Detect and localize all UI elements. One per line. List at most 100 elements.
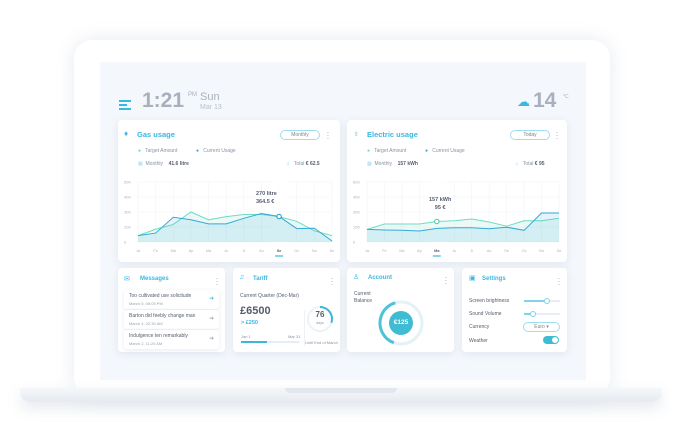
y-tick-label: 200	[124, 225, 131, 230]
currency-select[interactable]: Euro ▾	[523, 322, 560, 332]
dashboard-screen: 1:21 PM Sun Mar 13 ☁ 14 °C ♦ Gas usage M…	[100, 62, 586, 380]
clock-time: 1:21	[142, 89, 185, 112]
arrow-icon: ➔	[208, 336, 214, 342]
account-card: ♙ Account · · · Current Balance €125	[347, 268, 454, 352]
receipt-icon: ♫	[286, 161, 290, 167]
x-tick-label: Fe	[153, 249, 157, 253]
y-tick-label: 500	[124, 180, 131, 185]
account-title: Account	[368, 275, 392, 281]
legend-current: ● Current Usage	[425, 148, 465, 154]
y-tick-label: 300	[124, 210, 131, 215]
electric-tooltip: 157 kWh 95 €	[429, 197, 452, 211]
gas-tooltip: 270 litre 364.5 €	[256, 191, 277, 205]
currency-label: Currency	[469, 324, 490, 330]
x-tick-label: Oc	[522, 249, 527, 253]
until-label: Until End of March	[305, 340, 338, 345]
x-tick-label: Oc	[294, 249, 299, 253]
x-tick-label: Ap	[417, 249, 422, 253]
y-tick-label: 400	[124, 195, 131, 200]
laptop-base	[20, 388, 662, 402]
menu-icon[interactable]	[119, 100, 131, 110]
series-line	[137, 212, 333, 242]
x-tick-label: De	[330, 249, 335, 253]
tariff-quarter: Current Quarter (Dec-Mar)	[240, 293, 299, 299]
envelope-icon: ✉	[124, 276, 130, 283]
balance-gauge	[378, 300, 424, 346]
series-area	[367, 213, 559, 242]
y-tick-label: 0	[353, 240, 356, 245]
x-tick-label: Ja	[136, 249, 141, 253]
weather-label: Weather	[469, 338, 488, 344]
weather-toggle[interactable]	[543, 336, 559, 344]
brightness-slider[interactable]	[524, 298, 560, 304]
account-more-icon[interactable]: · · ·	[444, 273, 448, 288]
message-item[interactable]: Indulgence ten remarkably March 2, 11:20 …	[124, 330, 219, 349]
cloud-snow-icon: ☁	[517, 94, 530, 109]
gas-period-select[interactable]: Monthly	[280, 130, 320, 140]
gas-monthly-stat: ▦ Monthly 41.6 litre	[138, 161, 189, 167]
tariff-more-icon[interactable]: · · ·	[330, 274, 334, 289]
volume-slider[interactable]	[524, 311, 560, 317]
message-item[interactable]: Barton did feebly change man March 4, 02:…	[124, 310, 219, 329]
x-tick-label: Ap	[189, 249, 194, 253]
balance-value: €125	[393, 319, 409, 326]
y-tick-label: 0	[124, 240, 127, 245]
laptop-notch	[285, 388, 397, 393]
y-tick-label: 300	[353, 210, 360, 215]
gas-usage-card: ♦ Gas usage Monthly · · · ● Target Amount …	[118, 120, 340, 262]
calendar-icon: ▦	[138, 161, 143, 167]
x-tick-label: Ju	[452, 249, 456, 253]
y-tick-label: 450	[353, 195, 360, 200]
tariff-title: Tariff	[253, 276, 268, 282]
x-tick-label: Fe	[382, 249, 386, 253]
gas-total: ♫ Total € 62.5	[286, 161, 320, 167]
series-line	[366, 212, 559, 232]
arrow-icon: ➔	[208, 316, 214, 322]
x-tick-label: Ja	[365, 249, 370, 253]
x-tick-label: Ma	[206, 249, 212, 253]
x-tick-label: Se	[277, 249, 282, 253]
highlight-point	[276, 213, 282, 220]
legend-target: ● Target Amount	[138, 148, 178, 154]
balance-label: Current Balance	[354, 291, 373, 304]
gas-more-icon[interactable]: · · ·	[326, 128, 330, 143]
message-item[interactable]: Too cultivated use solicitude March 5, 08…	[124, 290, 219, 309]
series-area	[138, 213, 332, 242]
highlight-column	[270, 174, 288, 242]
volume-label: Sound Volume	[469, 311, 502, 317]
settings-more-icon[interactable]: · · ·	[557, 274, 561, 289]
clock-day: Sun	[200, 91, 220, 103]
days-count: 76	[315, 310, 325, 319]
legend-target: ● Target Amount	[367, 148, 407, 154]
tariff-delta: > £250	[241, 320, 258, 326]
x-tick-label: Jl	[470, 249, 473, 253]
electric-period-select[interactable]: Today	[510, 130, 550, 140]
days-unit: days	[316, 321, 324, 325]
user-icon: ♙	[353, 274, 360, 281]
settings-card: ▣ Settings · · · Screen brightness Sound V…	[462, 268, 567, 352]
arrow-icon: ➔	[208, 296, 214, 302]
electric-more-icon[interactable]: · · ·	[555, 128, 559, 143]
flame-icon: ♦	[124, 129, 129, 138]
brightness-label: Screen brightness	[469, 298, 510, 304]
gas-title: Gas usage	[137, 130, 175, 139]
settings-icon: ▣	[469, 275, 476, 282]
calendar-icon: ▦	[367, 161, 372, 167]
messages-more-icon[interactable]: · · ·	[215, 274, 219, 289]
series-line	[137, 211, 333, 237]
temperature: 14	[533, 89, 557, 112]
x-tick-label: Ma	[399, 249, 405, 253]
y-tick-label: 150	[353, 225, 360, 230]
x-tick-label: Ma	[434, 249, 440, 253]
x-tick-label: Ma	[171, 249, 177, 253]
clock-ampm: PM	[188, 92, 197, 98]
settings-title: Settings	[482, 276, 506, 282]
temperature-unit: °C	[563, 94, 569, 100]
tariff-progress	[241, 341, 299, 343]
series-line	[366, 217, 560, 230]
electric-title: Electric usage	[367, 130, 418, 139]
tariff-icon: ♫	[239, 274, 245, 281]
x-tick-label: Se	[504, 249, 509, 253]
tariff-end: Mar 31	[288, 334, 301, 339]
x-tick-label: No	[539, 249, 544, 253]
